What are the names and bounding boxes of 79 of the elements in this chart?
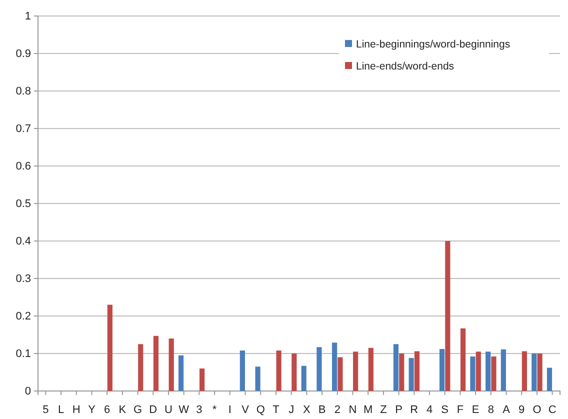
legend-label: Line-ends/word-ends [356, 60, 454, 72]
x-tick-label: H [72, 404, 80, 416]
x-tick-label: F [456, 404, 464, 416]
y-tick-label: 0 [24, 386, 31, 398]
x-tick-label: 8 [488, 404, 494, 416]
bar [292, 354, 297, 391]
bar [178, 355, 184, 391]
bar [532, 354, 537, 391]
bar [276, 350, 282, 391]
y-tick-label: 0.5 [16, 198, 31, 210]
x-tick-label: B [318, 404, 326, 416]
bar [199, 368, 205, 391]
bar [338, 357, 343, 391]
bar [491, 356, 496, 391]
bar [460, 328, 466, 391]
x-tick-label: X [303, 404, 312, 416]
x-tick-label: T [272, 404, 280, 416]
legend-label: Line-beginnings/word-beginnings [356, 38, 510, 50]
bar [353, 352, 358, 391]
x-tick-label: D [149, 404, 158, 416]
bar [393, 344, 399, 391]
x-tick-label: C [548, 404, 556, 416]
x-tick-label: Y [88, 404, 96, 416]
x-tick-label: V [242, 404, 250, 416]
x-tick-label: O [532, 404, 542, 416]
bar [368, 348, 374, 391]
x-tick-label: 2 [334, 404, 340, 416]
x-tick-label: 3 [196, 404, 202, 416]
y-tick-label: 0.8 [16, 86, 31, 98]
bar [522, 351, 527, 391]
y-tick-label: 0.1 [16, 348, 31, 360]
bar [500, 349, 506, 391]
bar [316, 347, 322, 391]
bar [107, 304, 112, 391]
bar [168, 338, 174, 391]
x-tick-label: 6 [104, 404, 110, 416]
bar [240, 350, 245, 391]
bar [138, 344, 144, 391]
bar [445, 241, 450, 391]
bar [153, 336, 159, 391]
x-tick-label: J [288, 404, 294, 416]
x-tick-label: 9 [518, 404, 525, 416]
x-tick-label: W [178, 404, 190, 416]
x-tick-label: U [164, 404, 173, 416]
x-tick-label: M [364, 404, 373, 416]
bar [537, 354, 542, 391]
bar [414, 351, 420, 391]
x-tick-label: * [212, 404, 218, 416]
x-tick-label: L [58, 404, 64, 416]
bar [301, 366, 306, 391]
x-tick-label: P [395, 404, 402, 416]
y-tick-label: 0.4 [16, 236, 31, 248]
y-tick-label: 1 [24, 10, 31, 23]
x-tick-label: K [118, 404, 127, 416]
y-tick-label: 0.7 [16, 123, 31, 136]
x-tick-label: Z [380, 404, 388, 416]
bar [476, 352, 481, 391]
x-tick-label: 4 [426, 404, 433, 416]
bar [439, 349, 445, 391]
bar [332, 342, 338, 391]
x-tick-label: R [410, 404, 418, 416]
x-tick-label: A [502, 404, 511, 416]
bar [255, 366, 260, 391]
x-tick-label: 5 [42, 404, 49, 416]
bar [408, 358, 414, 391]
y-tick-label: 0.2 [16, 310, 31, 323]
x-tick-label: E [472, 404, 480, 416]
x-tick-label: N [348, 404, 357, 416]
y-tick-label: 0.6 [16, 160, 31, 173]
y-tick-label: 0.3 [16, 273, 31, 286]
bar [486, 352, 491, 391]
x-tick-label: G [134, 404, 142, 416]
bar [546, 368, 552, 391]
x-tick-label: S [441, 404, 449, 416]
bar [399, 354, 404, 391]
x-tick-label: I [228, 404, 232, 416]
y-tick-label: 0.9 [16, 48, 31, 60]
x-tick-label: Q [256, 404, 266, 416]
bar [470, 356, 476, 391]
